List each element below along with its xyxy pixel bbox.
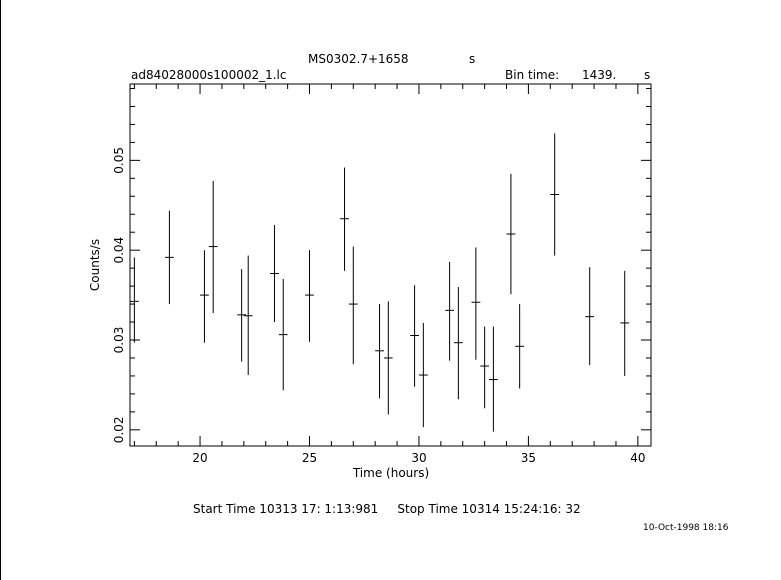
data-point	[243, 255, 253, 376]
data-point	[585, 267, 595, 366]
data-point	[471, 247, 481, 360]
data-point	[445, 261, 454, 361]
y-axis-label: Counts/s	[88, 239, 102, 291]
bin-time-unit: s	[644, 68, 651, 82]
data-point	[506, 173, 516, 295]
data-points	[130, 133, 630, 432]
data-point	[620, 270, 630, 376]
data-point	[237, 269, 247, 362]
data-point	[375, 304, 384, 399]
data-point	[418, 322, 428, 428]
data-point	[489, 326, 498, 432]
y-tick-label: 0.04	[112, 237, 126, 264]
plot-frame	[129, 83, 652, 447]
bin-time-label: Bin time:	[505, 68, 560, 82]
axis-ticks	[130, 84, 651, 446]
x-tick-label: 20	[192, 451, 207, 465]
data-point	[453, 287, 463, 400]
bin-time-value: 1439.	[582, 68, 617, 82]
data-point	[305, 250, 314, 342]
axis-tick-labels: 20 25 30 35 40 0.02 0.03 0.04 0.05	[112, 147, 646, 465]
data-point	[200, 250, 209, 343]
data-point	[208, 181, 218, 314]
data-point	[165, 210, 174, 305]
plot-date: 10-Oct-1998 18:16	[643, 523, 729, 533]
y-tick-label: 0.03	[112, 327, 126, 354]
data-point	[383, 301, 393, 415]
time-range: Start Time 10313 17: 1:13:981 Stop Time …	[193, 502, 581, 516]
data-point	[278, 278, 288, 391]
data-point	[410, 285, 419, 387]
data-point	[270, 225, 279, 323]
data-point	[515, 304, 525, 389]
x-tick-label: 30	[411, 451, 426, 465]
window-left-border	[0, 0, 1, 580]
x-axis-label: Time (hours)	[352, 466, 429, 480]
data-point	[550, 133, 560, 256]
data-point	[348, 246, 358, 365]
data-point	[340, 167, 349, 271]
object-unit: s	[469, 52, 476, 66]
x-tick-label: 35	[521, 451, 536, 465]
x-tick-label: 40	[630, 451, 645, 465]
y-tick-label: 0.02	[112, 416, 126, 443]
file-name: ad84028000s100002_1.lc	[131, 68, 287, 82]
y-tick-label: 0.05	[112, 147, 126, 174]
x-tick-label: 25	[302, 451, 317, 465]
object-name: MS0302.7+1658	[308, 52, 409, 66]
data-point	[130, 257, 139, 343]
data-point	[480, 326, 490, 409]
